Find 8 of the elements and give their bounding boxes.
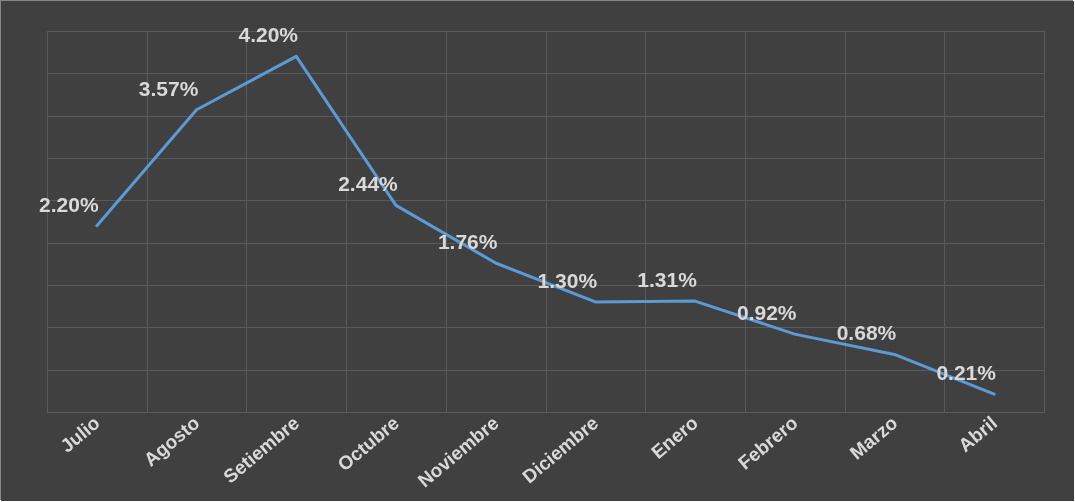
data-label: 1.31% [637,268,698,292]
data-label: 4.20% [238,23,299,47]
data-label: 3.57% [138,76,199,100]
data-label: 0.68% [836,321,897,345]
data-label: 2.20% [39,192,99,216]
data-label: 1.30% [537,268,598,292]
data-label: 0.92% [736,301,797,325]
data-label: 0.21% [936,361,997,385]
